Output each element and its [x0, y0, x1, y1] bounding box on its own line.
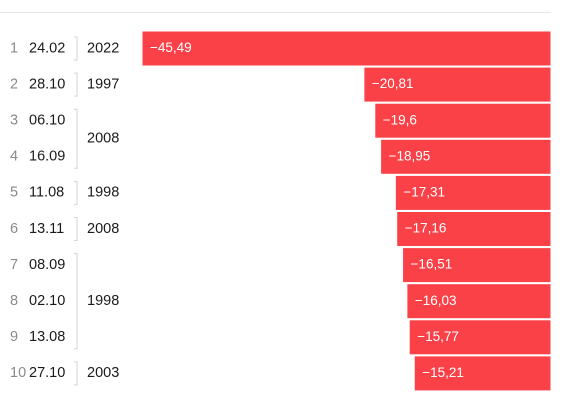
year-bracket-6	[74, 253, 78, 350]
date-label-4: 16.09	[29, 149, 65, 165]
bar-value-label-8: −16,03	[415, 293, 457, 308]
year-bracket-7	[74, 361, 78, 386]
bar-2	[363, 66, 552, 103]
bar-value-label-7: −16,51	[411, 257, 453, 272]
bar-3	[374, 102, 552, 139]
bar-9	[408, 319, 552, 356]
year-label-7: 2003	[87, 365, 119, 381]
year-label-2: 1997	[87, 76, 119, 92]
year-label-1: 2022	[87, 40, 119, 56]
date-label-2: 28.10	[29, 76, 65, 92]
bar-6	[396, 211, 552, 247]
rank-label-1: 1	[10, 40, 18, 56]
rank-label-3: 3	[10, 113, 18, 129]
bar-8	[406, 283, 552, 320]
date-label-1: 24.02	[29, 40, 65, 56]
year-bracket-1	[74, 36, 78, 61]
rank-label-4: 4	[10, 149, 18, 165]
rank-label-2: 2	[10, 76, 18, 92]
bar-value-label-6: −17,16	[405, 221, 447, 236]
year-label-5: 2008	[87, 221, 119, 237]
rank-label-5: 5	[10, 185, 18, 201]
bar-value-label-3: −19,6	[383, 112, 417, 127]
bar-value-label-9: −15,77	[417, 329, 459, 344]
bar-10	[413, 355, 552, 392]
year-label-6: 1998	[87, 293, 119, 309]
bar-4	[380, 138, 552, 175]
year-bracket-3	[74, 108, 78, 169]
bar-value-label-10: −15,21	[422, 365, 464, 380]
year-label-4: 1998	[87, 185, 119, 201]
date-label-10: 27.10	[29, 365, 65, 381]
bar-value-label-2: −20,81	[372, 76, 414, 91]
date-label-6: 13.11	[29, 221, 64, 237]
year-bracket-4	[74, 180, 78, 205]
year-bracket-2	[74, 72, 78, 97]
bar-value-label-5: −17,31	[403, 184, 445, 199]
bar-1	[141, 30, 552, 67]
rank-label-6: 6	[10, 221, 18, 237]
rank-label-7: 7	[10, 257, 18, 273]
bar-value-label-4: −18,95	[389, 148, 431, 163]
top-rule	[0, 12, 551, 13]
rank-label-10: 10	[10, 365, 26, 381]
bar-value-label-1: −45,49	[150, 40, 192, 55]
bar-7	[402, 247, 552, 284]
rank-label-8: 8	[10, 293, 18, 309]
date-label-7: 08.09	[29, 257, 65, 273]
rank-label-9: 9	[10, 329, 18, 345]
bar-5	[394, 174, 552, 211]
date-label-9: 13.08	[29, 329, 65, 345]
year-label-3: 2008	[87, 131, 119, 147]
year-bracket-5	[74, 217, 78, 241]
date-label-8: 02.10	[29, 293, 65, 309]
date-label-5: 11.08	[29, 185, 64, 201]
date-label-3: 06.10	[29, 113, 65, 129]
